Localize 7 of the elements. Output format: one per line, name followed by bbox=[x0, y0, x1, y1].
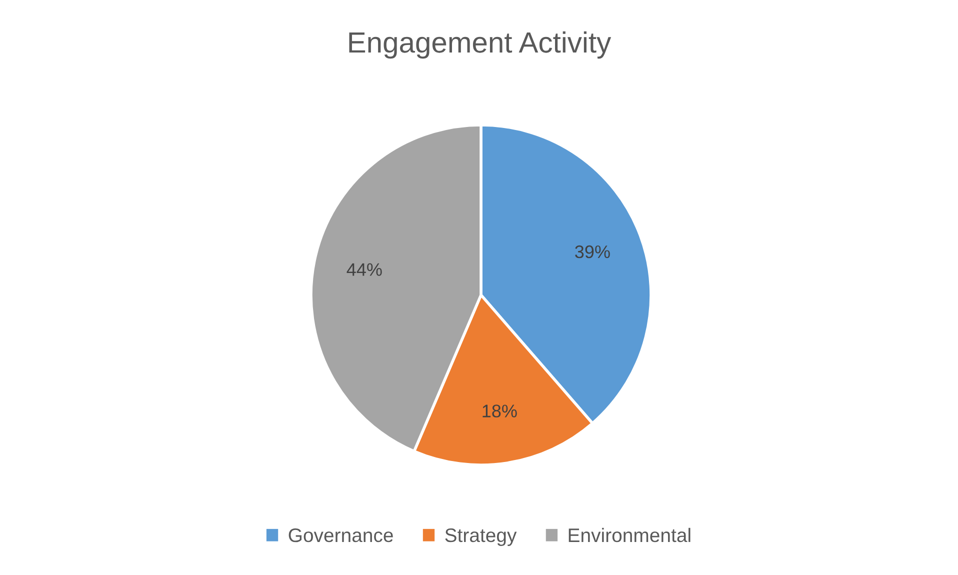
chart-title: Engagement Activity bbox=[349, 31, 612, 59]
data-label: 44% bbox=[346, 263, 382, 276]
legend-label: Environmental bbox=[568, 528, 690, 542]
data-label: 18% bbox=[482, 404, 517, 418]
legend-label: Governance bbox=[288, 528, 393, 542]
data-label: 39% bbox=[575, 245, 610, 258]
legend-label: Strategy bbox=[445, 528, 517, 546]
